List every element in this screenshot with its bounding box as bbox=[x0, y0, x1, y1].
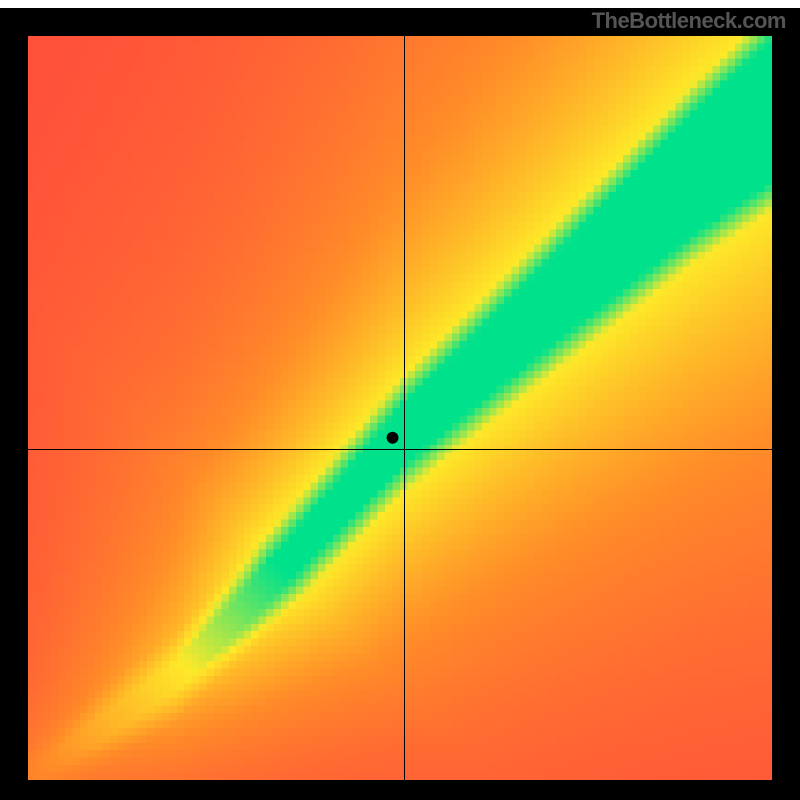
frame-left bbox=[0, 36, 28, 780]
frame-right bbox=[772, 36, 800, 780]
chart-container: TheBottleneck.com bbox=[0, 0, 800, 800]
frame-bottom bbox=[0, 780, 800, 800]
watermark-text: TheBottleneck.com bbox=[592, 8, 786, 34]
crosshair-overlay bbox=[28, 36, 772, 780]
